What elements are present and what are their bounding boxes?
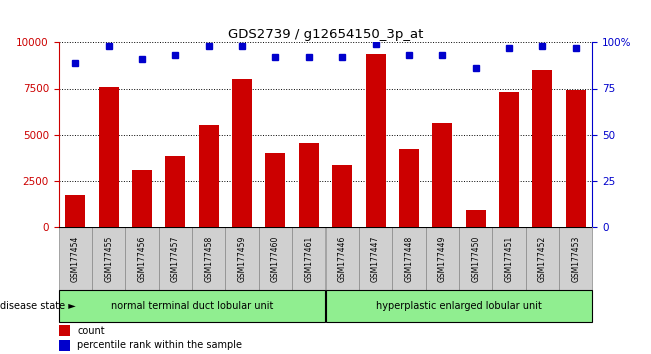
Bar <box>125 227 159 290</box>
Bar <box>492 227 525 290</box>
Bar <box>499 92 519 227</box>
Bar <box>326 227 359 290</box>
Bar <box>292 227 326 290</box>
Text: GSM177450: GSM177450 <box>471 235 480 282</box>
Bar <box>525 227 559 290</box>
Bar <box>566 90 586 227</box>
Bar <box>232 79 252 227</box>
Bar <box>132 170 152 227</box>
Bar <box>332 165 352 227</box>
Bar <box>426 227 459 290</box>
Text: GSM177448: GSM177448 <box>404 235 413 281</box>
Text: percentile rank within the sample: percentile rank within the sample <box>77 341 242 350</box>
Bar <box>299 143 319 227</box>
Text: GSM177446: GSM177446 <box>338 235 347 282</box>
Bar <box>59 340 70 351</box>
Text: GSM177461: GSM177461 <box>304 235 313 281</box>
Bar <box>365 55 385 227</box>
Text: GSM177455: GSM177455 <box>104 235 113 282</box>
Bar <box>399 149 419 227</box>
Text: GSM177452: GSM177452 <box>538 235 547 281</box>
Title: GDS2739 / g12654150_3p_at: GDS2739 / g12654150_3p_at <box>228 28 423 41</box>
Bar <box>326 290 592 322</box>
Bar <box>559 227 592 290</box>
Bar <box>192 227 225 290</box>
Bar <box>59 290 326 322</box>
Text: count: count <box>77 326 105 336</box>
Bar <box>99 87 118 227</box>
Text: GSM177454: GSM177454 <box>71 235 80 282</box>
Text: normal terminal duct lobular unit: normal terminal duct lobular unit <box>111 301 273 311</box>
Bar <box>266 153 285 227</box>
Text: GSM177458: GSM177458 <box>204 235 214 281</box>
Bar <box>159 227 192 290</box>
Text: hyperplastic enlarged lobular unit: hyperplastic enlarged lobular unit <box>376 301 542 311</box>
Bar <box>392 227 426 290</box>
Bar <box>59 227 92 290</box>
Bar <box>533 70 552 227</box>
Text: GSM177456: GSM177456 <box>137 235 146 282</box>
Bar <box>92 227 125 290</box>
Bar <box>225 227 258 290</box>
Bar <box>199 125 219 227</box>
Text: disease state ►: disease state ► <box>0 301 76 311</box>
Bar <box>432 124 452 227</box>
Text: GSM177447: GSM177447 <box>371 235 380 282</box>
Text: GSM177453: GSM177453 <box>571 235 580 282</box>
Bar <box>258 227 292 290</box>
Text: GSM177460: GSM177460 <box>271 235 280 282</box>
Bar <box>165 156 186 227</box>
Text: GSM177451: GSM177451 <box>505 235 514 281</box>
Bar <box>359 227 392 290</box>
Text: GSM177457: GSM177457 <box>171 235 180 282</box>
Text: GSM177449: GSM177449 <box>437 235 447 282</box>
Bar <box>65 195 85 227</box>
Bar <box>465 210 486 227</box>
Bar <box>59 325 70 336</box>
Text: GSM177459: GSM177459 <box>238 235 247 282</box>
Bar <box>459 227 492 290</box>
